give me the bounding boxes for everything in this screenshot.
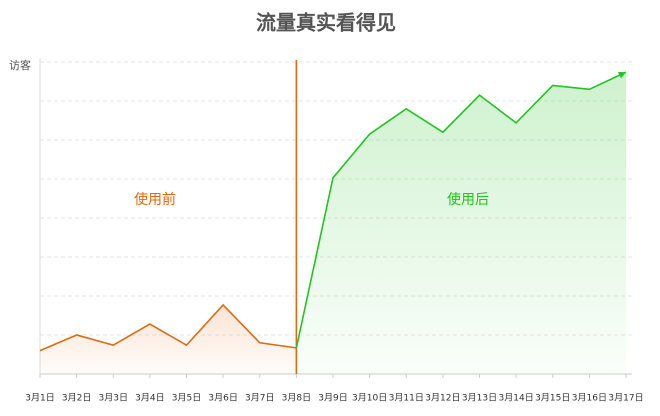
x-tick-label: 3月17日	[608, 393, 643, 404]
x-tick-label: 3月12日	[425, 393, 460, 404]
series-line	[295, 71, 627, 349]
x-tick-label: 3月4日	[135, 393, 164, 404]
x-tick-label: 3月7日	[245, 393, 274, 404]
x-tick-label: 3月9日	[318, 393, 347, 404]
series-line	[39, 303, 297, 352]
x-tick-label: 3月10日	[352, 393, 387, 404]
series-area	[40, 304, 297, 374]
x-tick-label: 3月13日	[462, 393, 497, 404]
x-tick-label: 3月11日	[389, 393, 424, 404]
x-tick-label: 3月5日	[172, 393, 201, 404]
x-tick-label: 3月2日	[62, 393, 91, 404]
arrow-head	[618, 72, 626, 79]
y-axis-label: 访客	[9, 58, 31, 72]
x-tick-label: 3月3日	[99, 393, 128, 404]
series-area	[296, 72, 626, 374]
x-tick-label: 3月15日	[535, 393, 570, 404]
x-tick-label: 3月16日	[572, 393, 607, 404]
x-tick-label: 3月6日	[208, 393, 237, 404]
x-tick-label: 3月1日	[25, 393, 54, 404]
chart-title: 流量真实看得见	[256, 11, 396, 35]
x-tick-label: 3月14日	[499, 393, 534, 404]
series-annotation: 使用前	[134, 191, 176, 208]
x-tick-label: 3月8日	[282, 393, 311, 404]
series-annotation: 使用后	[447, 191, 489, 208]
